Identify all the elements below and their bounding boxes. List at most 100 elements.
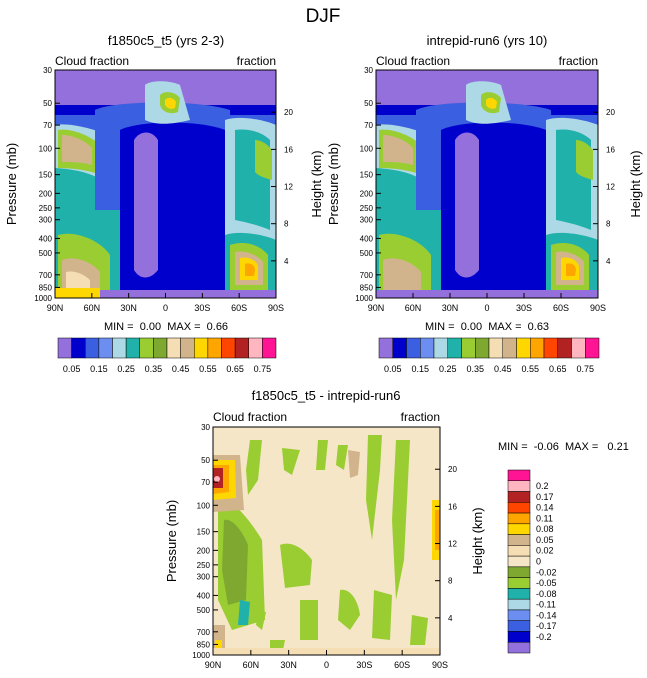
panel-axes: 90N 60N 30N 0 30S 60S 90S 30 50 70 100 150 200 250 300… <box>34 66 293 313</box>
colorbar-swatch <box>180 337 195 359</box>
colorbar-label: 0.08 <box>536 524 554 534</box>
y-tick-label: 300 <box>39 216 53 225</box>
x-tick-label: 90N <box>47 303 64 313</box>
panel-right-label: fraction <box>559 54 598 68</box>
colorbar-swatch <box>507 588 531 600</box>
panel-control: f1850c5_t5 (yrs 2-3) Cloud fraction frac… <box>4 33 324 374</box>
x-tick-label: 60N <box>405 303 422 313</box>
colorbar-swatch <box>262 337 277 359</box>
colorbar-label: 0.75 <box>254 364 272 374</box>
colorbar-label: 0.11 <box>536 513 553 523</box>
y-tick-label: 30 <box>201 423 210 432</box>
colorbar-swatch <box>85 337 100 359</box>
colorbar-label: 0.05 <box>536 535 554 545</box>
colorbar-label: 0.17 <box>536 492 554 502</box>
y-tick-label: 300 <box>197 573 211 582</box>
colorbar-swatch <box>507 566 531 578</box>
colorbar-swatch <box>125 337 140 359</box>
y2-tick-label: 20 <box>284 108 293 117</box>
colorbar: 0.20.170.140.110.080.050.020-0.02-0.05 -0… <box>507 469 557 654</box>
y-tick-label: 850 <box>197 640 211 649</box>
x-tick-label: 30S <box>516 303 532 313</box>
y-tick-label: 1000 <box>355 294 373 303</box>
colorbar-swatch <box>507 545 531 557</box>
x-tick-label: 60S <box>553 303 569 313</box>
colorbar: 0.05 0.15 0.25 0.35 0.45 0.55 0.65 0.75 <box>378 337 600 374</box>
colorbar-label: -0.02 <box>536 567 557 577</box>
colorbar-label: -0.17 <box>536 621 557 631</box>
x-tick-label: 90S <box>590 303 606 313</box>
colorbar-label: 0.45 <box>172 364 190 374</box>
colorbar-swatch <box>530 337 545 359</box>
y-tick-label: 30 <box>43 66 52 75</box>
y-tick-label: 850 <box>360 283 374 292</box>
y-tick-label: 400 <box>197 591 211 600</box>
y2-tick-label: 20 <box>448 465 457 474</box>
y-tick-label: 70 <box>364 121 373 130</box>
colorbar-swatch <box>234 337 249 359</box>
colorbar-swatch <box>585 337 600 359</box>
colorbar-swatch <box>502 337 517 359</box>
x-tick-label: 30N <box>442 303 459 313</box>
x-tick-label: 60N <box>84 303 101 313</box>
y2-tick-label: 16 <box>606 145 615 154</box>
colorbar-label: 0.55 <box>199 364 217 374</box>
colorbar-label: 0.45 <box>494 364 512 374</box>
colorbar-swatch <box>543 337 558 359</box>
y2-tick-label: 16 <box>448 502 457 511</box>
y-axis-label: Pressure (mb) <box>326 143 341 225</box>
colorbar-label: 0.14 <box>536 503 554 513</box>
colorbar-swatch <box>507 512 531 525</box>
y-tick-label: 700 <box>360 271 374 280</box>
colorbar-swatch <box>516 337 531 359</box>
contour-field <box>376 70 598 298</box>
contour-field <box>55 70 276 298</box>
x-tick-label: 30N <box>120 303 137 313</box>
colorbar-swatch <box>166 337 181 359</box>
y2-tick-label: 12 <box>284 183 293 192</box>
y2-tick-label: 4 <box>606 257 611 266</box>
min-max-label: MIN = 0.00 MAX = 0.66 <box>104 321 228 333</box>
y-tick-label: 1000 <box>34 294 52 303</box>
y-tick-label: 200 <box>197 546 211 555</box>
colorbar-label: -0.14 <box>536 610 557 620</box>
y-tick-label: 500 <box>197 606 211 615</box>
y-tick-label: 700 <box>197 628 211 637</box>
colorbar-label: 0.35 <box>145 364 163 374</box>
colorbar-swatch <box>557 337 572 359</box>
colorbar-label: 0.35 <box>466 364 484 374</box>
colorbar-swatch <box>433 337 448 359</box>
y-axis-label: Pressure (mb) <box>164 500 179 582</box>
y-tick-label: 50 <box>43 99 52 108</box>
colorbar-swatch <box>71 337 86 359</box>
colorbar-label: 0.2 <box>536 481 549 491</box>
colorbar-swatch <box>112 337 127 359</box>
x-tick-label: 60S <box>394 660 410 670</box>
colorbar-swatch <box>507 609 531 621</box>
colorbar-label: 0 <box>536 557 541 567</box>
y-axis-label: Pressure (mb) <box>4 143 19 225</box>
colorbar-label: 0.65 <box>226 364 244 374</box>
colorbar-swatch <box>221 337 236 359</box>
y-tick-label: 300 <box>360 216 374 225</box>
y-tick-label: 200 <box>39 189 53 198</box>
colorbar-label: -0.05 <box>536 578 557 588</box>
x-tick-label: 30S <box>356 660 372 670</box>
colorbar-swatch <box>488 337 503 359</box>
y-tick-label: 250 <box>197 561 211 570</box>
contour-field <box>213 427 440 655</box>
y-tick-label: 100 <box>39 144 53 153</box>
figure-title: DJF <box>306 6 341 27</box>
colorbar-swatch <box>507 534 531 546</box>
y-tick-label: 150 <box>39 171 53 180</box>
colorbar-label: 0.02 <box>536 546 554 556</box>
colorbar-swatch <box>507 577 531 589</box>
colorbar-swatch <box>207 337 222 359</box>
panel-left-label: Cloud fraction <box>55 54 129 68</box>
x-tick-label: 90N <box>205 660 222 670</box>
panel-axes: 90N 60N 30N 0 30S 60S 90S 30 50 70 100 150 200 250 300… <box>355 66 615 313</box>
x-tick-label: 90S <box>432 660 448 670</box>
colorbar-swatch <box>507 491 531 503</box>
x-tick-label: 0 <box>163 303 168 313</box>
y-tick-label: 70 <box>201 478 210 487</box>
